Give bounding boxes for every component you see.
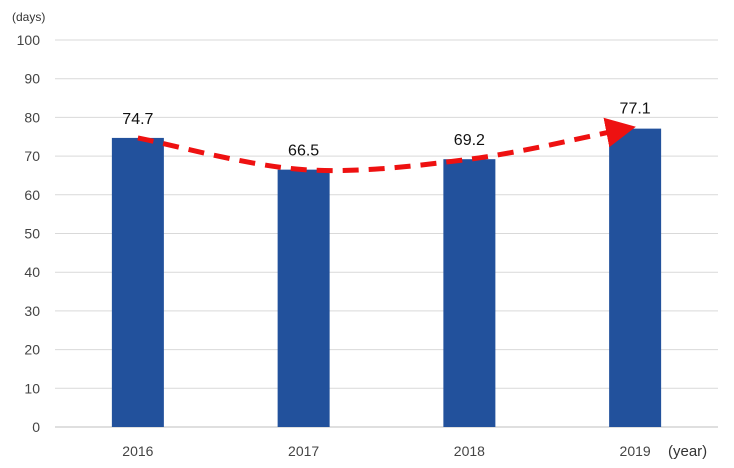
x-tick-label: 2017 bbox=[288, 443, 319, 459]
bars bbox=[111, 128, 662, 428]
bar bbox=[443, 159, 496, 428]
trend-line bbox=[137, 117, 636, 174]
bar bbox=[111, 137, 164, 427]
bar bbox=[609, 128, 662, 428]
y-tick-label: 40 bbox=[24, 264, 40, 280]
gridlines bbox=[55, 39, 718, 428]
y-axis-unit-label: (days) bbox=[12, 10, 45, 24]
y-tick-label: 0 bbox=[32, 419, 40, 435]
data-labels: 74.7 66.5 69.2 77.1 bbox=[122, 101, 650, 160]
y-tick-label: 90 bbox=[24, 71, 40, 87]
y-tick-label: 20 bbox=[24, 342, 40, 358]
y-tick-label: 70 bbox=[24, 148, 40, 164]
y-tick-label: 10 bbox=[24, 380, 40, 396]
y-axis-tick-labels: 0 10 20 30 40 50 60 70 80 90 100 bbox=[17, 32, 41, 435]
bar bbox=[277, 169, 330, 427]
x-tick-label: 2018 bbox=[454, 443, 485, 459]
data-label: 69.2 bbox=[454, 132, 485, 149]
data-label: 74.7 bbox=[122, 111, 153, 128]
y-tick-label: 30 bbox=[24, 303, 40, 319]
y-tick-label: 60 bbox=[24, 187, 40, 203]
x-tick-label: 2016 bbox=[122, 443, 153, 459]
data-label: 77.1 bbox=[620, 101, 651, 118]
y-tick-label: 100 bbox=[17, 32, 41, 48]
y-tick-label: 80 bbox=[24, 109, 40, 125]
x-axis-unit-label: (year) bbox=[668, 443, 707, 460]
y-tick-label: 50 bbox=[24, 226, 40, 242]
x-axis-tick-labels: 2016 2017 2018 2019 bbox=[122, 443, 651, 459]
x-tick-label: 2019 bbox=[620, 443, 651, 459]
data-label: 66.5 bbox=[288, 143, 319, 160]
